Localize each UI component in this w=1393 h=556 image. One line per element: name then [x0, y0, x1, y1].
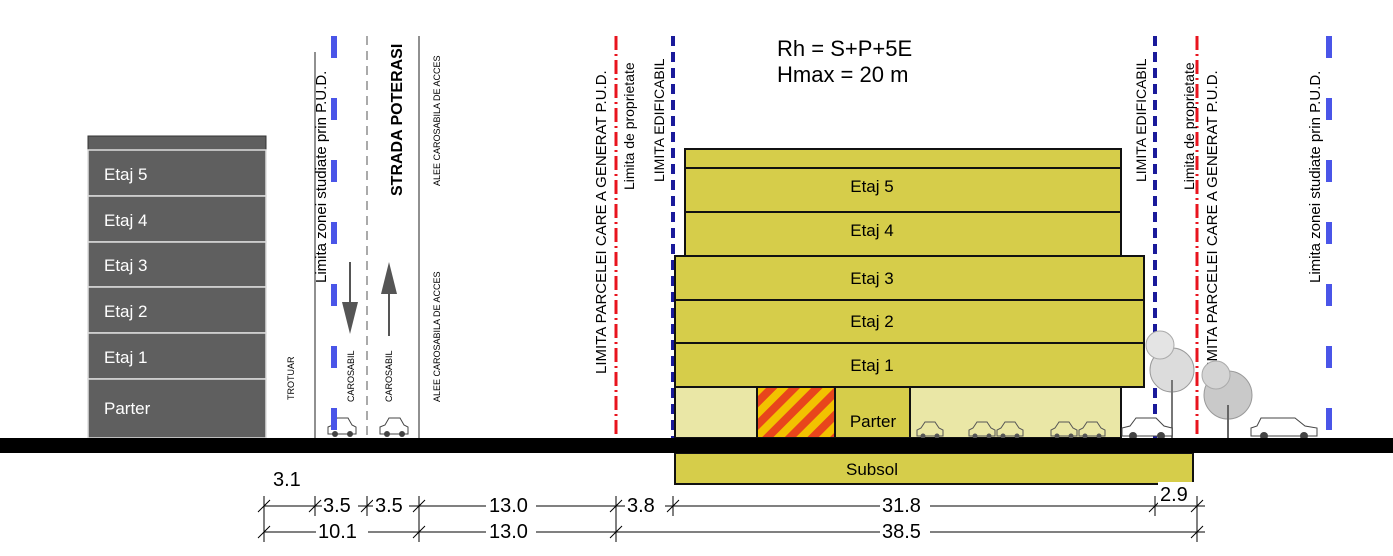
- dimension-chains: [257, 496, 1205, 542]
- left-floor-etaj1: Etaj 1: [104, 348, 147, 367]
- main-floor-etaj5: Etaj 5: [850, 177, 893, 196]
- limit-lines: LIMITA PARCELEI CARE A GENERAT P.U.D. Li…: [331, 36, 1332, 438]
- study-zone-left-label: Limita zonei studiate prin P.U.D.: [313, 71, 330, 283]
- car-icon: [1250, 417, 1318, 440]
- dim-3-5-a: 3.5: [323, 495, 351, 517]
- dim-13-0-b: 13.0: [489, 521, 528, 543]
- car-icon: [379, 417, 409, 437]
- left-floor-etaj2: Etaj 2: [104, 302, 147, 321]
- main-floor-etaj1: Etaj 1: [850, 356, 893, 375]
- car-icon: [1121, 417, 1173, 440]
- parcel-limit-left-label: LIMITA PARCELEI CARE A GENERAT P.U.D.: [593, 70, 610, 374]
- parcel-limit-right-label: LIMITA PARCELEI CARE A GENERAT P.U.D.: [1204, 70, 1221, 374]
- height-regime: Rh = S+P+5E: [777, 36, 912, 61]
- main-floor-subsol: Subsol: [846, 460, 898, 479]
- street-name: STRADA POTERASI: [389, 44, 406, 196]
- car-icon: [996, 421, 1024, 439]
- access-lane-top-label: ALEE CAROSABILA DE ACCES: [432, 55, 442, 186]
- dim-2-9: 2.9: [1160, 484, 1188, 506]
- main-floor-etaj4: Etaj 4: [850, 221, 893, 240]
- left-floor-parter: Parter: [104, 399, 151, 418]
- dimension-labels: 3.1 3.5 3.5 13.0 3.8 31.8 2.9 10.1 13.0 …: [270, 466, 1194, 543]
- ground-line: [0, 438, 1393, 453]
- main-floor-etaj3: Etaj 3: [850, 269, 893, 288]
- property-limit-right-label: Limita de proprietate: [1181, 62, 1197, 190]
- dim-13-0-a: 13.0: [489, 495, 528, 517]
- left-floor-etaj3: Etaj 3: [104, 256, 147, 275]
- main-floor-parter: Parter: [850, 412, 897, 431]
- main-floor-etaj2: Etaj 2: [850, 312, 893, 331]
- sidewalk-label: TROTUAR: [286, 356, 296, 400]
- main-building: Etaj 5 Etaj 4 Etaj 3 Etaj 2 Etaj 1 Parte…: [674, 148, 1194, 485]
- car-icon: [968, 421, 996, 439]
- arrow-down-icon: [342, 262, 358, 334]
- max-height: Hmax = 20 m: [777, 62, 908, 87]
- dim-38-5: 38.5: [882, 521, 921, 543]
- access-lane-bottom-label: ALEE CAROSABILA DE ACCES: [432, 271, 442, 402]
- car-icon: [916, 421, 944, 439]
- left-floor-etaj5: Etaj 5: [104, 165, 147, 184]
- buildable-limit-left-label: LIMITA EDIFICABIL: [651, 58, 667, 182]
- property-limit-left-label: Limita de proprietate: [621, 62, 637, 190]
- study-zone-right-label: Limita zonei studiate prin P.U.D.: [1307, 71, 1324, 283]
- street-zone: TROTUAR Limita zonei studiate prin P.U.D…: [286, 36, 442, 438]
- dim-31-8: 31.8: [882, 495, 921, 517]
- left-floor-etaj4: Etaj 4: [104, 211, 147, 230]
- buildable-limit-right-label: LIMITA EDIFICABIL: [1133, 58, 1149, 182]
- lane-left-label: CAROSABIL: [346, 350, 356, 402]
- car-icon: [1050, 421, 1078, 439]
- left-building: Etaj 5 Etaj 4 Etaj 3 Etaj 2 Etaj 1 Parte…: [87, 135, 267, 439]
- dim-3-1: 3.1: [273, 469, 301, 491]
- tree-icon: [1201, 360, 1253, 438]
- dim-3-5-b: 3.5: [375, 495, 403, 517]
- arrow-up-icon: [381, 262, 397, 336]
- car-icon: [1078, 421, 1106, 439]
- dim-10-1: 10.1: [318, 521, 357, 543]
- lane-right-label: CAROSABIL: [384, 350, 394, 402]
- dim-3-8: 3.8: [627, 495, 655, 517]
